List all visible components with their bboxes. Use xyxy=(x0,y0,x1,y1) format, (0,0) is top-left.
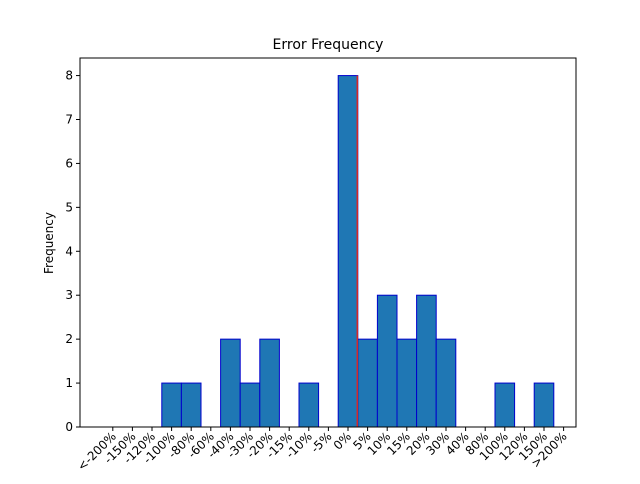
y-tick-label: 1 xyxy=(65,376,73,390)
y-tick-label: 3 xyxy=(65,288,73,302)
histogram-bar xyxy=(337,75,359,428)
y-tick-label: 6 xyxy=(65,156,73,170)
histogram-bar xyxy=(298,382,320,428)
y-tick-label: 2 xyxy=(65,332,73,346)
y-axis-label: Frequency xyxy=(42,212,56,274)
histogram-bar xyxy=(396,338,418,428)
plot-area: 012345678<-200%-150%-120%-100%-80%-60%-4… xyxy=(65,57,577,474)
histogram-bar xyxy=(239,382,261,428)
histogram-bar xyxy=(161,382,182,428)
y-tick-label: 7 xyxy=(65,113,73,127)
histogram-bar xyxy=(494,382,516,428)
histogram-bar xyxy=(435,338,457,428)
histogram-bar xyxy=(259,338,280,428)
y-tick-label: 4 xyxy=(65,244,73,258)
histogram-bar xyxy=(376,294,398,428)
histogram-bar xyxy=(357,338,378,428)
histogram-bar xyxy=(220,338,241,428)
y-tick-label: 8 xyxy=(65,69,73,83)
y-tick-label: 0 xyxy=(65,420,73,434)
histogram-bar xyxy=(416,294,437,428)
histogram-bar xyxy=(180,382,202,428)
chart-title: Error Frequency xyxy=(273,37,384,53)
histogram-bar xyxy=(533,382,555,428)
y-tick-label: 5 xyxy=(65,200,73,214)
